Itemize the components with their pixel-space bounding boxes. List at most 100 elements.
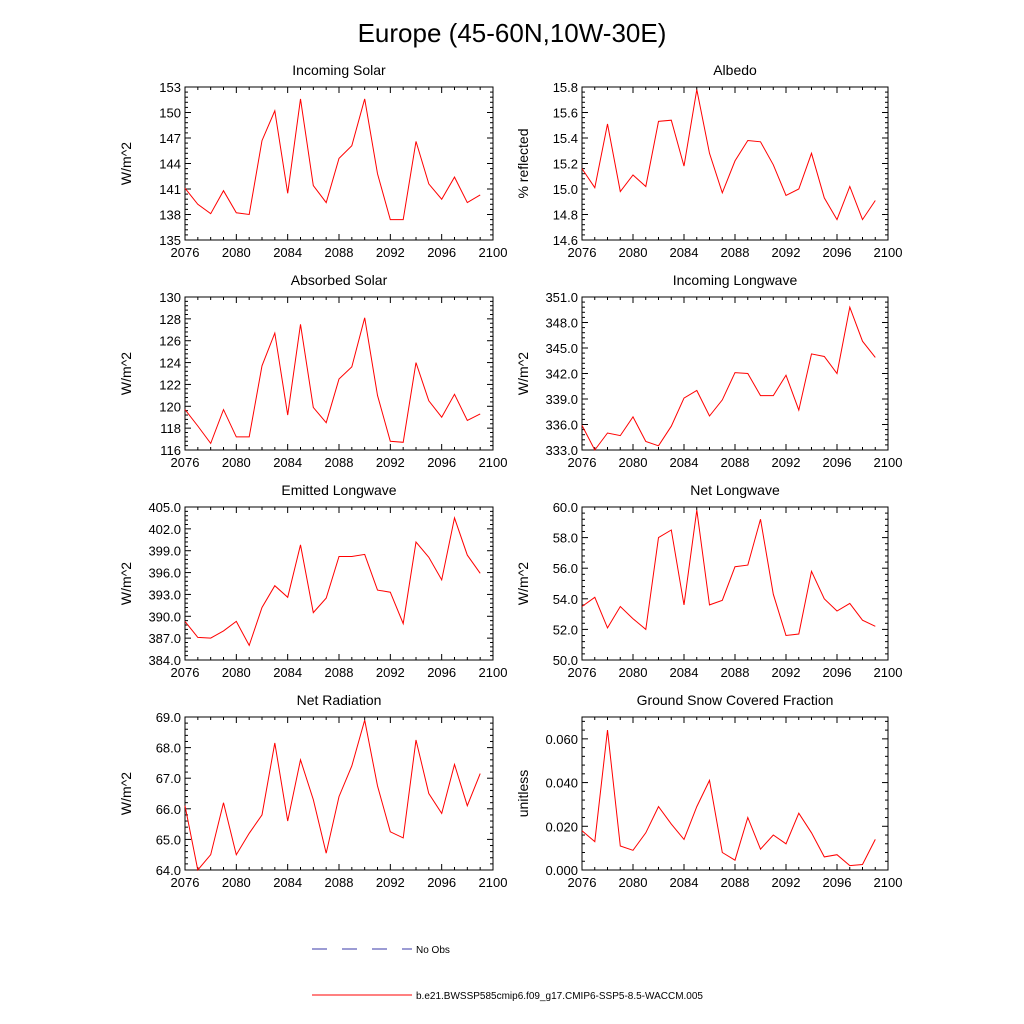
y-tick-label: 0.020 [545,819,578,834]
x-tick-label: 2076 [171,875,200,890]
plot-frame [581,716,889,871]
y-tick-label: 147 [159,131,181,146]
x-tick-label: 2100 [479,455,508,470]
x-tick-label: 2076 [171,245,200,260]
y-tick-label: 14.6 [553,233,578,248]
plot-frame [184,86,494,241]
y-tick-label: 339.0 [545,392,578,407]
x-tick-label: 2096 [427,875,456,890]
chart-panel-1: Albedo 2076 2080 2084 2088 2092 2096 2100 14.6 14… [515,62,902,260]
y-tick-label: 390.0 [148,609,181,624]
x-tick-label: 2084 [670,875,699,890]
series-line [581,305,876,451]
x-tick-label: 2080 [619,455,648,470]
y-tick-label: 153 [159,80,181,95]
y-tick-label: 66.0 [156,802,181,817]
x-tick-label: 2092 [376,245,405,260]
y-tick-label: 342.0 [545,367,578,382]
x-tick-label: 2096 [427,455,456,470]
y-axis-label: % reflected [515,128,531,198]
x-tick-label: 2092 [376,875,405,890]
x-tick-label: 2096 [823,455,852,470]
y-axis-label: W/m^2 [515,562,531,605]
x-tick-label: 2080 [619,245,648,260]
x-tick-label: 2084 [273,455,302,470]
y-tick-label: 50.0 [553,653,578,668]
x-tick-label: 2100 [874,455,903,470]
y-tick-label: 64.0 [156,863,181,878]
y-tick-label: 60.0 [553,500,578,515]
x-tick-label: 2076 [568,245,597,260]
y-tick-label: 405.0 [148,500,181,515]
y-tick-label: 15.4 [553,131,578,146]
y-tick-label: 141 [159,182,181,197]
plot-frame [581,86,889,241]
y-tick-label: 0.040 [545,776,578,791]
x-tick-label: 2100 [874,665,903,680]
panel-title: Incoming Longwave [673,272,798,288]
y-tick-label: 351.0 [545,290,578,305]
x-tick-label: 2096 [823,875,852,890]
x-tick-label: 2100 [479,245,508,260]
y-tick-label: 0.000 [545,863,578,878]
x-tick-label: 2088 [325,455,354,470]
x-tick-label: 2084 [670,245,699,260]
legend: No Obs b.e21.BWSSP585cmip6.f09_g17.CMIP6… [312,945,703,1002]
x-tick-label: 2096 [427,665,456,680]
y-tick-label: 384.0 [148,653,181,668]
y-tick-label: 130 [159,290,181,305]
y-axis-label: W/m^2 [118,352,134,395]
y-tick-label: 118 [160,421,181,436]
y-tick-label: 14.8 [553,208,578,223]
chart-panel-0: Incoming Solar 2076 2080 2084 2088 2092 2096 21… [118,62,507,260]
y-tick-label: 54.0 [553,592,578,607]
panel-title: Incoming Solar [292,62,386,78]
chart-panel-4: Emitted Longwave 2076 2080 2084 2088 2092 2096… [118,482,507,680]
x-tick-label: 2088 [721,245,750,260]
x-tick-label: 2084 [670,455,699,470]
panel-title: Albedo [713,62,757,78]
y-tick-label: 144 [159,157,181,172]
x-tick-label: 2092 [772,665,801,680]
y-axis-label: W/m^2 [515,352,531,395]
x-tick-label: 2096 [823,245,852,260]
y-tick-label: 116 [160,443,181,458]
x-tick-label: 2092 [772,455,801,470]
y-tick-label: 396.0 [148,566,181,581]
x-tick-label: 2080 [222,245,251,260]
legend-label-model: b.e21.BWSSP585cmip6.f09_g17.CMIP6-SSP5-8… [416,991,703,1002]
x-tick-label: 2096 [427,245,456,260]
y-axis-label: W/m^2 [118,772,134,815]
panel-title: Net Longwave [690,482,780,498]
panel-title: Emitted Longwave [281,482,396,498]
y-axis-label: W/m^2 [118,562,134,605]
y-tick-label: 56.0 [553,561,578,576]
y-tick-label: 0.060 [545,732,578,747]
x-tick-label: 2084 [670,665,699,680]
x-tick-label: 2084 [273,875,302,890]
y-tick-label: 122 [159,377,181,392]
plot-frame [581,506,889,661]
y-tick-label: 68.0 [156,741,181,756]
y-tick-label: 126 [159,334,181,349]
x-tick-label: 2096 [823,665,852,680]
chart-panel-5: Net Longwave 2076 2080 2084 2088 2092 2096 2100… [515,482,902,680]
x-tick-label: 2076 [171,665,200,680]
panels: Incoming Solar 2076 2080 2084 2088 2092 2096 21… [118,62,902,890]
plot-frame [184,506,494,661]
y-tick-label: 69.0 [156,710,181,725]
x-tick-label: 2076 [568,875,597,890]
x-tick-label: 2080 [222,665,251,680]
x-tick-label: 2100 [874,875,903,890]
chart-panel-2: Absorbed Solar 2076 2080 2084 2088 2092 2096 21… [118,272,507,470]
chart-panel-6: Net Radiation 2076 2080 2084 2088 2092 2096 210… [118,692,507,890]
x-tick-label: 2088 [721,665,750,680]
y-tick-label: 336.0 [545,418,578,433]
series-line [581,730,876,867]
x-tick-label: 2076 [171,455,200,470]
x-tick-label: 2080 [222,455,251,470]
y-axis-label: unitless [515,770,531,817]
x-tick-label: 2084 [273,665,302,680]
x-tick-label: 2088 [325,245,354,260]
